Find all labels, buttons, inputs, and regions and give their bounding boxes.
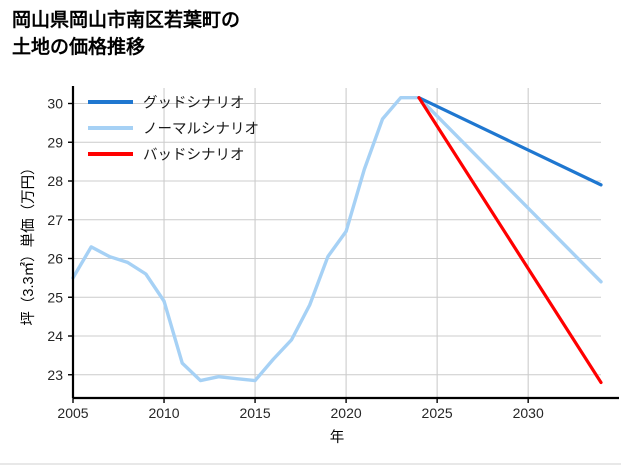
y-tick-label: 23 <box>47 367 63 383</box>
series-line-normal <box>71 95 603 383</box>
gridlines-group <box>73 102 601 376</box>
x-tick-label: 2020 <box>331 405 362 421</box>
series-line-bad <box>417 96 603 385</box>
x-tick-label: 2025 <box>422 405 453 421</box>
x-tick-label: 2005 <box>57 405 88 421</box>
y-tick-label: 25 <box>47 289 63 305</box>
x-axis-label: 年 <box>330 429 345 446</box>
legend-label-2: バッドシナリオ <box>143 148 245 164</box>
y-axis-label: 坪（3.3㎡）単価（万円） <box>20 160 37 325</box>
x-tick-label: 2015 <box>239 405 270 421</box>
axis-lines-group <box>71 86 619 400</box>
y-tick-label: 30 <box>47 96 63 112</box>
y-tick-labels-group: 23 24 25 26 27 28 29 30 <box>47 96 73 383</box>
legend-label-1: ノーマルシナリオ <box>143 122 259 138</box>
y-tick-label: 29 <box>47 134 63 150</box>
y-tick-label: 27 <box>47 212 63 228</box>
x-tick-label: 2030 <box>513 405 544 421</box>
data-series-group <box>71 95 603 385</box>
y-axis-label-group: 坪（3.3㎡）単価（万円） <box>20 160 37 325</box>
legend-label-0: グッドシナリオ <box>143 95 245 112</box>
page-title: 岡山県岡山市南区若葉町の 土地の価格推移 <box>12 10 241 58</box>
x-tick-labels-group: 2005 2010 2015 2020 2025 2030 <box>57 398 544 421</box>
y-tick-label: 24 <box>47 328 63 344</box>
y-tick-label: 26 <box>47 251 63 267</box>
bottom-divider <box>0 463 621 465</box>
y-tick-label: 28 <box>47 173 63 189</box>
x-gridlines-group <box>72 88 529 398</box>
x-tick-label: 2010 <box>148 405 179 421</box>
series-line-good <box>417 96 603 187</box>
